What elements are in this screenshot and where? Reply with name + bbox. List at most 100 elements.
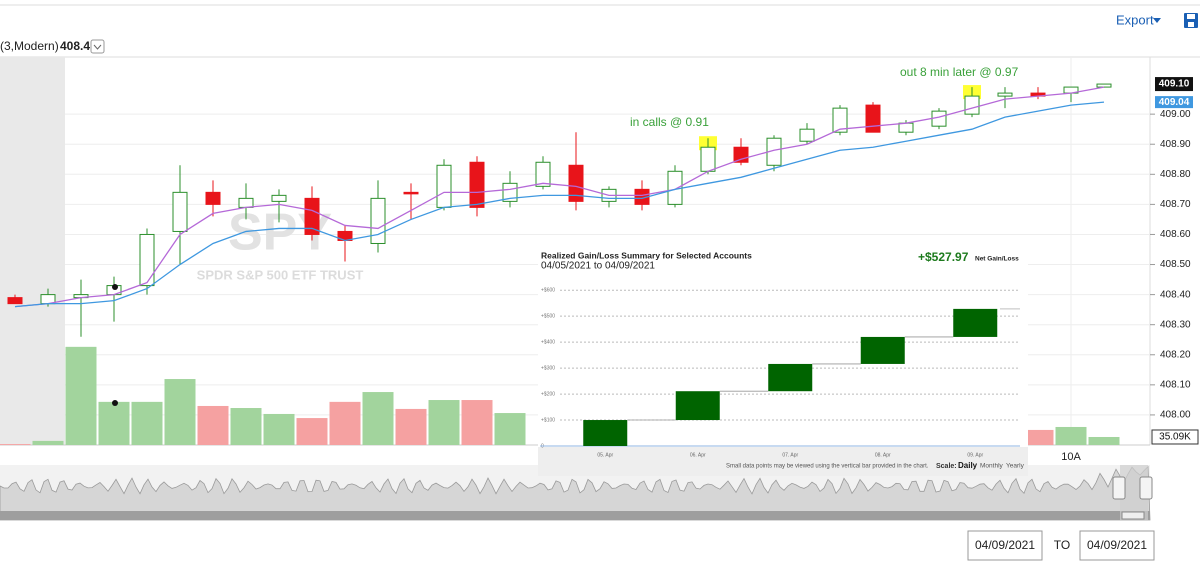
waterfall-bar [953, 308, 998, 337]
gain-loss-panel: Realized Gain/Loss Summary for Selected … [538, 248, 1028, 476]
candle-body [469, 161, 485, 208]
dropdown-caret[interactable] [93, 44, 102, 50]
price-axis: 408.00 408.10 408.20 408.30 408.40 408.50 408.… [1150, 77, 1199, 445]
candle-body [370, 197, 386, 244]
volume-label: 35.09K [1159, 432, 1191, 443]
volume-label-box [1151, 429, 1199, 445]
date-to[interactable]: 04/09/2021 [1087, 538, 1147, 552]
candle-body [832, 107, 848, 133]
save-icon[interactable] [1184, 13, 1198, 28]
ma-line [14, 101, 1105, 308]
export-caret[interactable] [1153, 18, 1161, 23]
volume-bar [131, 401, 163, 445]
x-tick-label: 09. Apr [967, 452, 983, 458]
footnote: Small data points may be viewed using th… [726, 464, 929, 470]
candle-body [7, 297, 23, 305]
candle-body [1096, 83, 1112, 88]
volume-bar [1055, 426, 1087, 445]
candle-body [898, 122, 914, 133]
y-tick-label: 408.50 [1160, 259, 1191, 270]
candle-body [865, 104, 881, 133]
volume-bar [230, 408, 262, 445]
volume-bars [0, 346, 1120, 445]
last-price-box [1155, 77, 1193, 92]
export-link[interactable]: Export [1116, 12, 1154, 27]
volume-bar [0, 444, 31, 445]
volume-bar [32, 440, 64, 445]
scroll-thumb[interactable] [1121, 511, 1145, 520]
x-tick-label: 05. Apr [597, 452, 613, 458]
annotation: out 8 min later @ 0.97 [900, 65, 1019, 79]
x-tick-label: 10A [1061, 451, 1081, 463]
candle-body [271, 194, 287, 202]
date-from[interactable]: 04/09/2021 [975, 538, 1035, 552]
waterfall-bar [860, 336, 905, 364]
navigator-handle[interactable] [1112, 476, 1126, 500]
ma-price-box [1155, 96, 1193, 109]
study-label: (3,Modern) [0, 39, 59, 53]
navigator-handle[interactable] [1139, 476, 1153, 500]
y-tick-label: 408.70 [1160, 199, 1191, 210]
candle-body [436, 164, 452, 208]
last-price-label: 409.10 [1159, 79, 1190, 90]
candle-body [568, 164, 584, 202]
candle-body [403, 191, 419, 195]
net-caption: Net Gain/Loss [975, 256, 1019, 263]
candle-body [964, 95, 980, 115]
volume-bar [98, 401, 130, 445]
waterfall-bar [583, 420, 628, 446]
candle-body [997, 92, 1013, 97]
x-tick-label: 06. Apr [690, 452, 706, 458]
navigator-scrollbar[interactable] [0, 511, 1150, 520]
watermark-subtitle: SPDR S&P 500 ETF TRUST [197, 267, 364, 282]
volume-bar [197, 405, 229, 445]
y-tick-label: +$500 [541, 313, 555, 319]
volume-bar [428, 400, 460, 445]
candle-body [502, 182, 518, 202]
x-tick-label: 07. Apr [782, 452, 798, 458]
to-label: TO [1054, 538, 1070, 552]
volume-bar [296, 418, 328, 445]
annotation: in calls @ 0.91 [630, 115, 709, 129]
candle-body [139, 233, 155, 287]
date-from-input[interactable] [967, 530, 1043, 561]
volume-bar [329, 401, 361, 445]
candle-body [700, 146, 716, 172]
volume-bar [461, 400, 493, 445]
volume-bar [494, 413, 526, 445]
y-tick-label: 408.00 [1160, 410, 1191, 421]
net-total: +$527.97 [918, 250, 969, 264]
y-tick-label: 408.90 [1160, 139, 1191, 150]
volume-bar [263, 413, 295, 445]
y-tick-label: +$600 [541, 288, 555, 294]
y-tick-label: 408.20 [1160, 349, 1191, 360]
scale-label: Scale: [936, 463, 957, 470]
save-label[interactable] [1187, 14, 1195, 19]
navigator-area [0, 465, 1151, 521]
scale-option[interactable]: Daily [958, 461, 978, 470]
premarket-shade [0, 57, 65, 445]
marker-dot [112, 400, 118, 406]
y-tick-label: +$300 [541, 365, 555, 371]
waterfall-bar [675, 391, 720, 421]
candle-body [799, 128, 815, 142]
y-tick-label: +$400 [541, 339, 555, 345]
y-tick-label: +$100 [541, 417, 555, 423]
save-slot[interactable] [1188, 22, 1194, 27]
panel-footer [538, 447, 1028, 476]
y-tick-label: 409.00 [1160, 109, 1191, 120]
volume-bar [395, 408, 427, 445]
scale-option[interactable]: Yearly [1006, 463, 1025, 470]
candle-body [172, 191, 188, 232]
scale-option[interactable]: Monthly [980, 463, 1004, 470]
volume-bar [1088, 436, 1120, 445]
waterfall-bar [768, 363, 813, 392]
candle-body [238, 197, 254, 208]
ma-price-label: 409.04 [1159, 97, 1190, 108]
date-to-input[interactable] [1079, 530, 1155, 561]
study-dropdown[interactable] [90, 39, 105, 54]
ma-line [14, 86, 1105, 308]
header-price: 408.41 [60, 39, 97, 53]
